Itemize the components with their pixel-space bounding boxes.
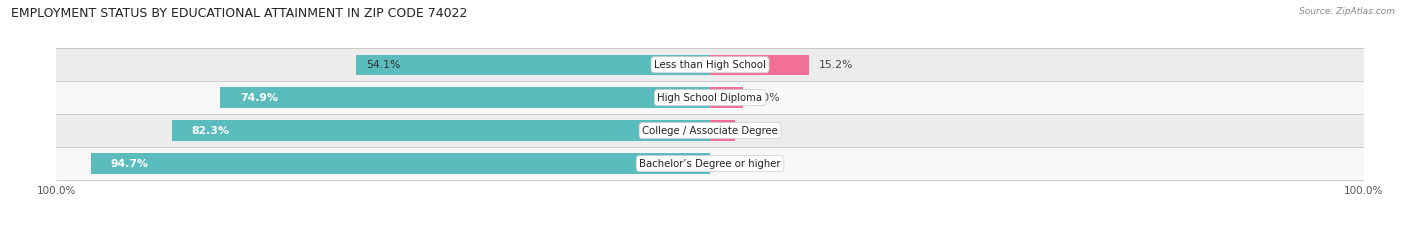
Text: 0.0%: 0.0% [720,159,748,169]
Text: EMPLOYMENT STATUS BY EDUCATIONAL ATTAINMENT IN ZIP CODE 74022: EMPLOYMENT STATUS BY EDUCATIONAL ATTAINM… [11,7,468,20]
Bar [56,81,1364,114]
Bar [56,48,1364,81]
Bar [221,87,710,108]
Text: 94.7%: 94.7% [111,159,149,169]
Bar [710,55,810,75]
Bar [710,87,742,108]
Text: High School Diploma: High School Diploma [658,93,762,103]
Text: 54.1%: 54.1% [366,60,401,70]
Bar [172,120,710,141]
Bar [356,55,710,75]
Bar [56,114,1364,147]
Text: 15.2%: 15.2% [820,60,853,70]
Text: Less than High School: Less than High School [654,60,766,70]
Text: 5.0%: 5.0% [752,93,780,103]
Text: Bachelor’s Degree or higher: Bachelor’s Degree or higher [640,159,780,169]
Text: College / Associate Degree: College / Associate Degree [643,126,778,136]
Text: 82.3%: 82.3% [191,126,229,136]
Text: 74.9%: 74.9% [240,93,278,103]
Bar [91,153,710,174]
Text: Source: ZipAtlas.com: Source: ZipAtlas.com [1299,7,1395,16]
Bar [710,120,735,141]
Text: 3.8%: 3.8% [745,126,772,136]
Bar [56,147,1364,180]
